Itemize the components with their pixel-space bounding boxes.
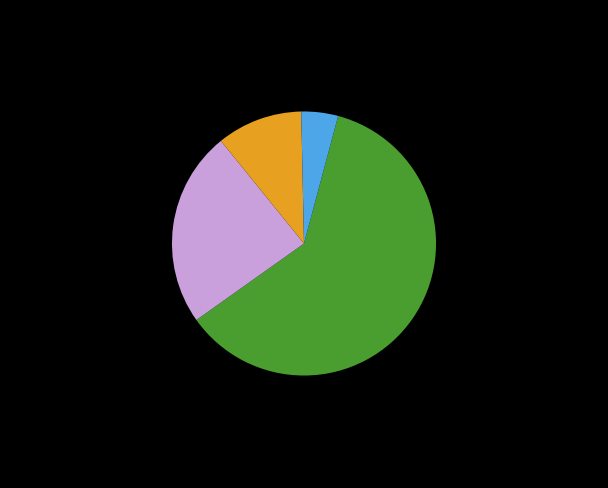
Wedge shape — [196, 117, 436, 376]
Wedge shape — [172, 142, 304, 320]
Wedge shape — [221, 112, 304, 244]
Wedge shape — [301, 112, 338, 244]
